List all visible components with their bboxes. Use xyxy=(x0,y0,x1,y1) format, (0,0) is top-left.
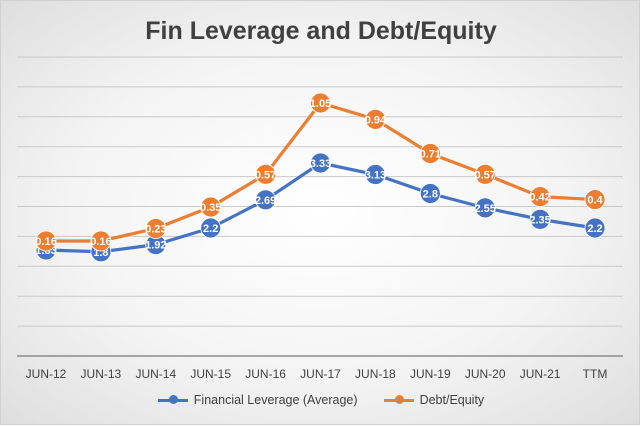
debt-equity-data-label: 0.16 xyxy=(90,236,111,248)
financial-leverage-data-label: 2.8 xyxy=(423,188,438,200)
debt-equity-point xyxy=(364,108,386,130)
x-tick-label: JUN-13 xyxy=(81,367,122,381)
financial-leverage-point xyxy=(255,189,277,211)
legend-marker-icon xyxy=(383,395,414,405)
financial-leverage-data-label: 2.69 xyxy=(255,195,276,207)
debt-equity-data-label: 1.05 xyxy=(310,98,331,110)
x-tick-label: JUN-15 xyxy=(190,367,231,381)
chart-title: Fin Leverage and Debt/Equity xyxy=(145,17,497,45)
financial-leverage-data-label: 2.35 xyxy=(529,214,550,226)
chart-legend: Financial Leverage (Average) Debt/Equity xyxy=(1,393,640,407)
legend-item-financial-leverage: Financial Leverage (Average) xyxy=(157,393,358,407)
x-tick-label: JUN-14 xyxy=(135,367,176,381)
debt-equity-point xyxy=(474,163,496,185)
x-tick-label: JUN-21 xyxy=(520,367,561,381)
debt-equity-data-label: 0.4 xyxy=(587,195,603,207)
debt-equity-data-label: 0.35 xyxy=(200,202,221,214)
debt-equity-point xyxy=(200,196,222,218)
financial-leverage-data-label: 2.2 xyxy=(587,223,602,235)
debt-equity-data-label: 0.42 xyxy=(529,192,550,204)
financial-leverage-point xyxy=(200,217,222,239)
legend-label: Debt/Equity xyxy=(419,393,485,407)
x-tick-label: JUN-12 xyxy=(26,367,67,381)
financial-leverage-data-label: 3.33 xyxy=(310,158,331,170)
financial-leverage-point xyxy=(529,208,551,230)
financial-leverage-data-label: 3.13 xyxy=(365,170,386,182)
debt-equity-data-label: 0.23 xyxy=(145,223,166,235)
debt-equity-data-label: 0.57 xyxy=(255,169,276,181)
x-tick-label: JUN-20 xyxy=(465,367,506,381)
x-tick-label: JUN-18 xyxy=(355,367,396,381)
debt-equity-data-label: 0.94 xyxy=(365,114,387,126)
x-tick-label: JUN-17 xyxy=(300,367,341,381)
financial-leverage-data-label: 2.2 xyxy=(203,223,218,235)
financial-leverage-data-label: 2.55 xyxy=(474,203,495,215)
x-tick-label: JUN-19 xyxy=(410,367,451,381)
x-tick-label: TTM xyxy=(583,367,608,381)
debt-equity-point xyxy=(529,186,551,208)
financial-leverage-point xyxy=(419,183,441,204)
debt-equity-point xyxy=(419,143,441,164)
debt-equity-point xyxy=(145,218,167,239)
debt-equity-point xyxy=(255,163,277,185)
debt-equity-data-label: 0.57 xyxy=(474,169,495,181)
debt-equity-point xyxy=(35,230,57,252)
debt-equity-point xyxy=(310,92,331,114)
debt-equity-data-label: 0.16 xyxy=(35,236,56,248)
financial-leverage-point xyxy=(310,152,331,174)
debt-equity-point xyxy=(90,230,112,252)
financial-leverage-point xyxy=(474,197,496,219)
legend-marker-icon xyxy=(157,395,188,405)
x-tick-label: JUN-16 xyxy=(245,367,286,381)
financial-leverage-point xyxy=(584,217,606,239)
financial-leverage-data-label: 1.92 xyxy=(145,240,166,252)
financial-leverage-point xyxy=(364,164,386,185)
legend-item-debt-equity: Debt/Equity xyxy=(383,393,485,407)
debt-equity-data-label: 0.71 xyxy=(420,149,441,161)
debt-equity-point xyxy=(584,189,606,210)
legend-label: Financial Leverage (Average) xyxy=(193,393,358,407)
